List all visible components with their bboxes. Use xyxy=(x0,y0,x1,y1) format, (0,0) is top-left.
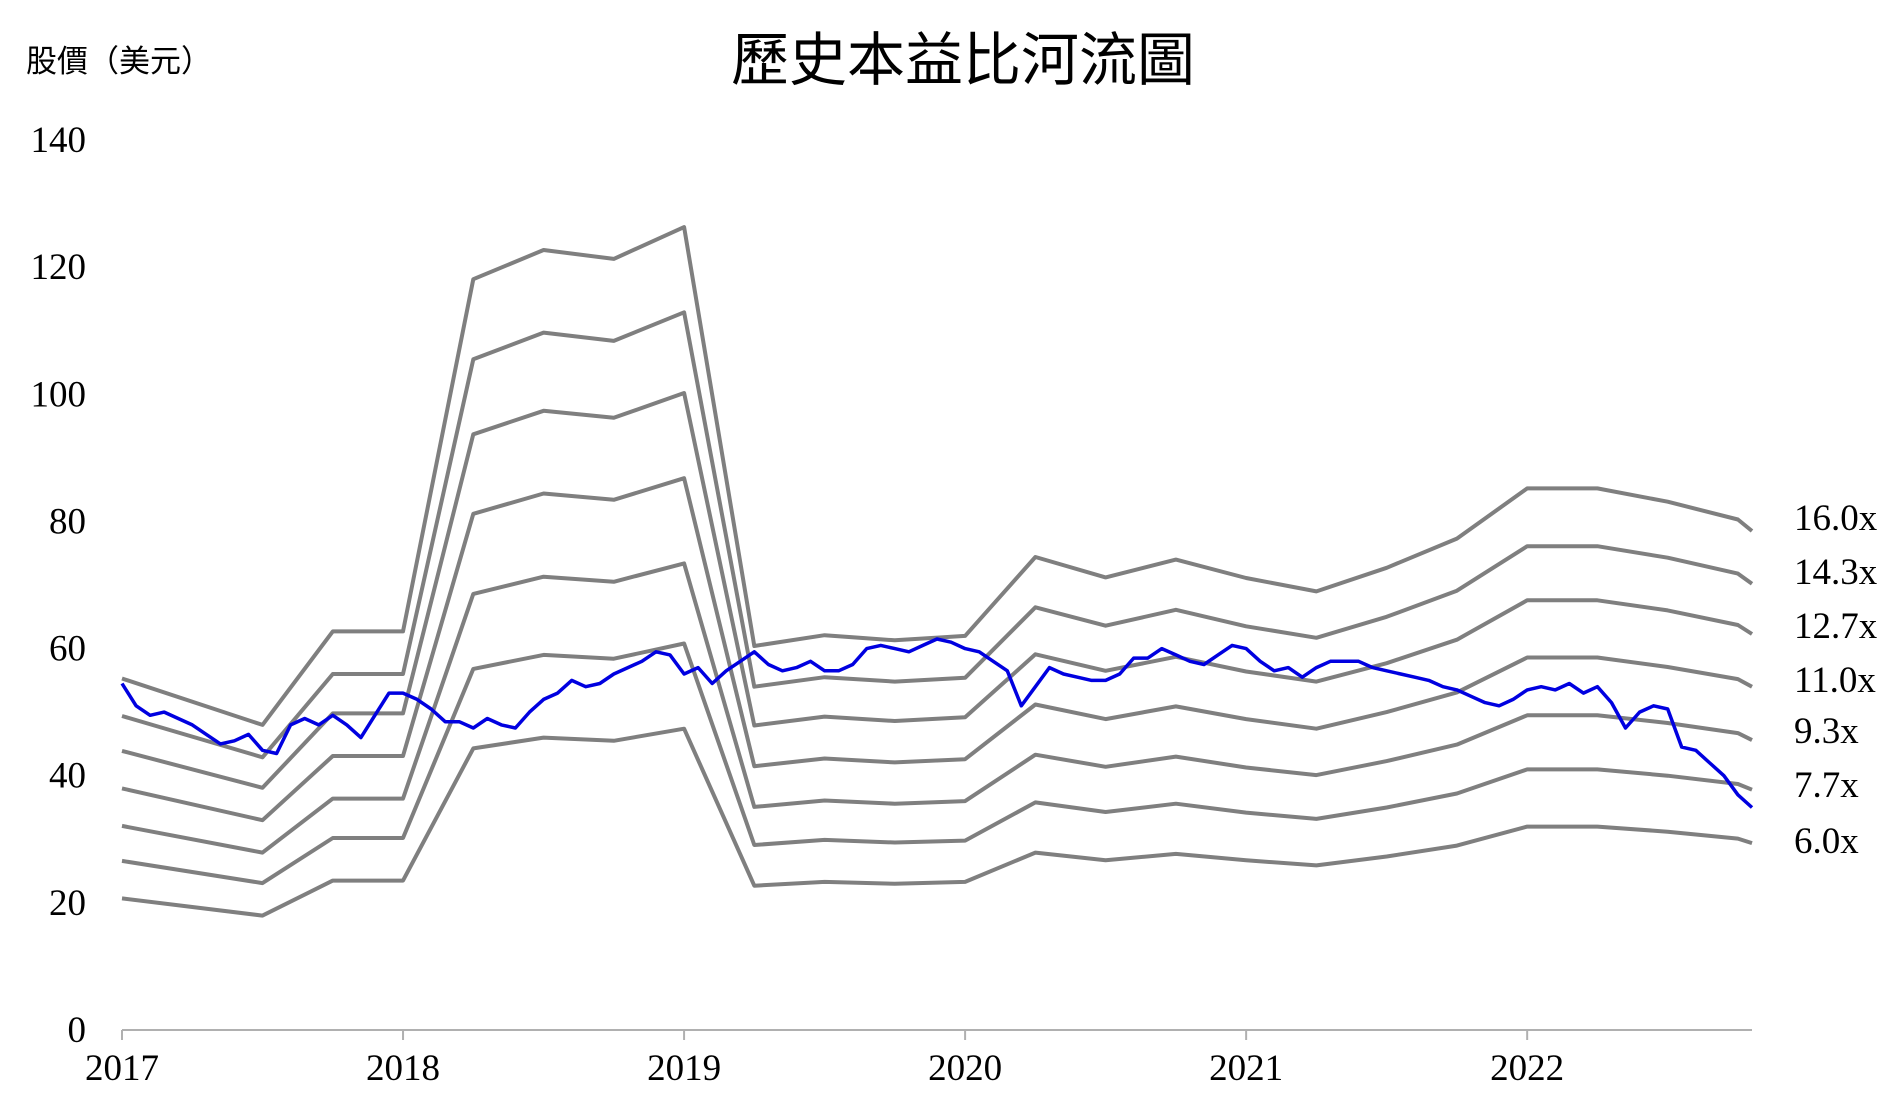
band-label: 12.7x xyxy=(1794,606,1878,647)
price-line xyxy=(120,637,1754,809)
band-label: 11.0x xyxy=(1794,660,1876,701)
y-tick-label: 20 xyxy=(49,883,86,924)
y-tick-label: 120 xyxy=(31,247,87,288)
band-line-9-3x xyxy=(121,561,1753,855)
band-label: 14.3x xyxy=(1794,552,1878,593)
y-tick-labels: 0 20 40 60 80 100 120 140 xyxy=(31,120,87,1051)
x-tick-label: 2021 xyxy=(1209,1048,1283,1089)
y-tick-label: 80 xyxy=(49,501,86,542)
price-series xyxy=(120,637,1754,809)
x-tick-label: 2018 xyxy=(366,1048,440,1089)
band-labels: 16.0x 14.3x 12.7x 11.0x 9.3x 7.7x 6.0x xyxy=(1794,498,1878,862)
x-tick-label: 2022 xyxy=(1490,1048,1564,1089)
y-tick-label: 40 xyxy=(49,756,86,797)
band-label: 9.3x xyxy=(1794,711,1859,752)
x-tick-label: 2017 xyxy=(85,1048,159,1089)
band-line-6-0x xyxy=(121,726,1753,918)
chart-title: 歷史本益比河流圖 xyxy=(731,26,1195,94)
x-tick-label: 2020 xyxy=(928,1048,1002,1089)
y-tick-label: 60 xyxy=(49,629,86,670)
band-line-7-7x xyxy=(121,641,1753,886)
x-tick-label: 2019 xyxy=(647,1048,721,1089)
band-line-14-3x xyxy=(121,310,1754,760)
band-line-11-0x xyxy=(121,476,1753,823)
y-tick-label: 100 xyxy=(31,374,87,415)
band-line-16-0x xyxy=(121,225,1754,727)
x-axis: 2017 2018 2019 2020 2021 2022 xyxy=(85,1029,1752,1089)
y-tick-label: 0 xyxy=(68,1010,87,1051)
band-line-12-7x xyxy=(121,391,1754,790)
band-label: 16.0x xyxy=(1794,498,1878,539)
y-axis-label: 股價（美元） xyxy=(26,44,212,80)
pe-bands xyxy=(121,225,1754,918)
band-label: 6.0x xyxy=(1794,821,1859,862)
y-tick-label: 140 xyxy=(31,120,87,161)
band-label: 7.7x xyxy=(1794,765,1859,806)
